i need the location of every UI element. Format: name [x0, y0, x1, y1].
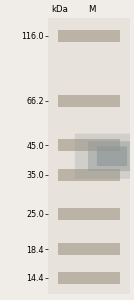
- Text: M: M: [88, 5, 95, 14]
- Bar: [58, 140, 120, 152]
- Bar: [58, 94, 120, 107]
- Bar: [58, 29, 120, 42]
- FancyBboxPatch shape: [97, 146, 127, 166]
- Text: kDa: kDa: [51, 5, 68, 14]
- FancyBboxPatch shape: [75, 134, 134, 179]
- Bar: [58, 169, 120, 181]
- Bar: [58, 208, 120, 220]
- FancyBboxPatch shape: [88, 141, 134, 171]
- Bar: [58, 243, 120, 255]
- Bar: [58, 272, 120, 284]
